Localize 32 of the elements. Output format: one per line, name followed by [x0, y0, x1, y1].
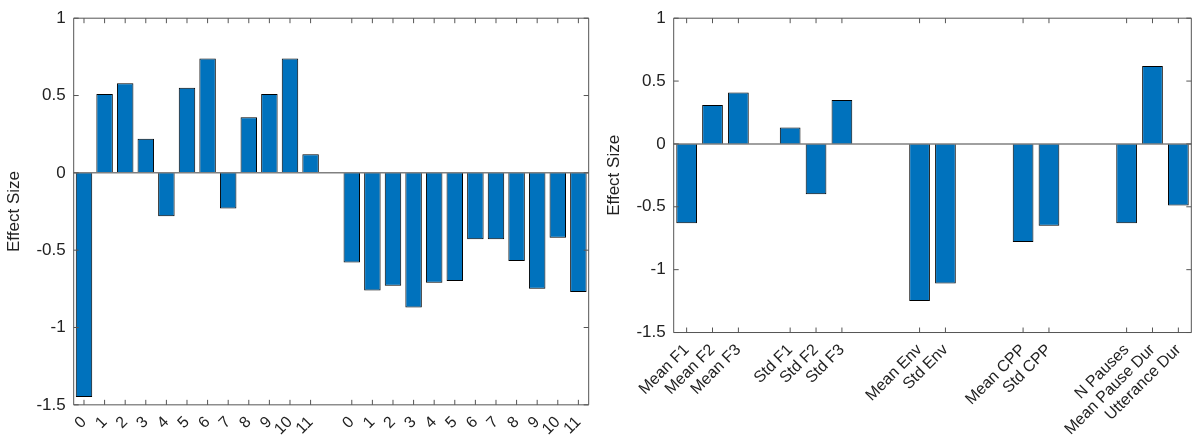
- x-tick-label: 3: [132, 412, 152, 432]
- y-tick-label: -1.5: [36, 394, 66, 414]
- y-axis-title: Effect Size: [603, 134, 623, 216]
- x-tick-label: 5: [173, 412, 193, 432]
- x-tick-label: 8: [235, 412, 255, 432]
- x-tick-label: 0: [338, 412, 358, 432]
- x-tick-label: 2: [379, 412, 399, 432]
- y-tick-label: 0: [656, 133, 666, 153]
- x-tick-label: 7: [215, 412, 234, 432]
- x-tick-label: 1: [359, 412, 378, 432]
- y-axis-title: Effect Size: [3, 171, 23, 252]
- y-tick-label: -1.5: [636, 322, 666, 342]
- x-tick-label: 7: [482, 412, 502, 432]
- x-tick-label: 8: [503, 412, 522, 432]
- x-tick-label: 2: [112, 412, 131, 432]
- y-tick-label: 1: [656, 7, 666, 27]
- x-tick-label: 0: [70, 412, 90, 432]
- x-tick-label: 4: [153, 412, 172, 432]
- x-tick-label: 6: [462, 412, 481, 432]
- y-tick-label: -0.5: [636, 196, 666, 216]
- y-tick-label: -0.5: [36, 239, 66, 259]
- x-tick-label: 5: [441, 412, 461, 432]
- x-tick-label: 6: [194, 412, 213, 432]
- y-tick-label: 0.5: [642, 70, 666, 90]
- y-tick-label: -1: [650, 259, 666, 279]
- x-tick-label: 1: [91, 412, 110, 432]
- x-tick-label: 3: [400, 412, 419, 432]
- y-tick-label: 1: [56, 7, 66, 27]
- y-tick-label: 0.5: [42, 85, 66, 105]
- x-tick-label: 4: [421, 412, 440, 432]
- y-tick-label: 0: [56, 162, 66, 182]
- y-tick-label: -1: [50, 317, 66, 337]
